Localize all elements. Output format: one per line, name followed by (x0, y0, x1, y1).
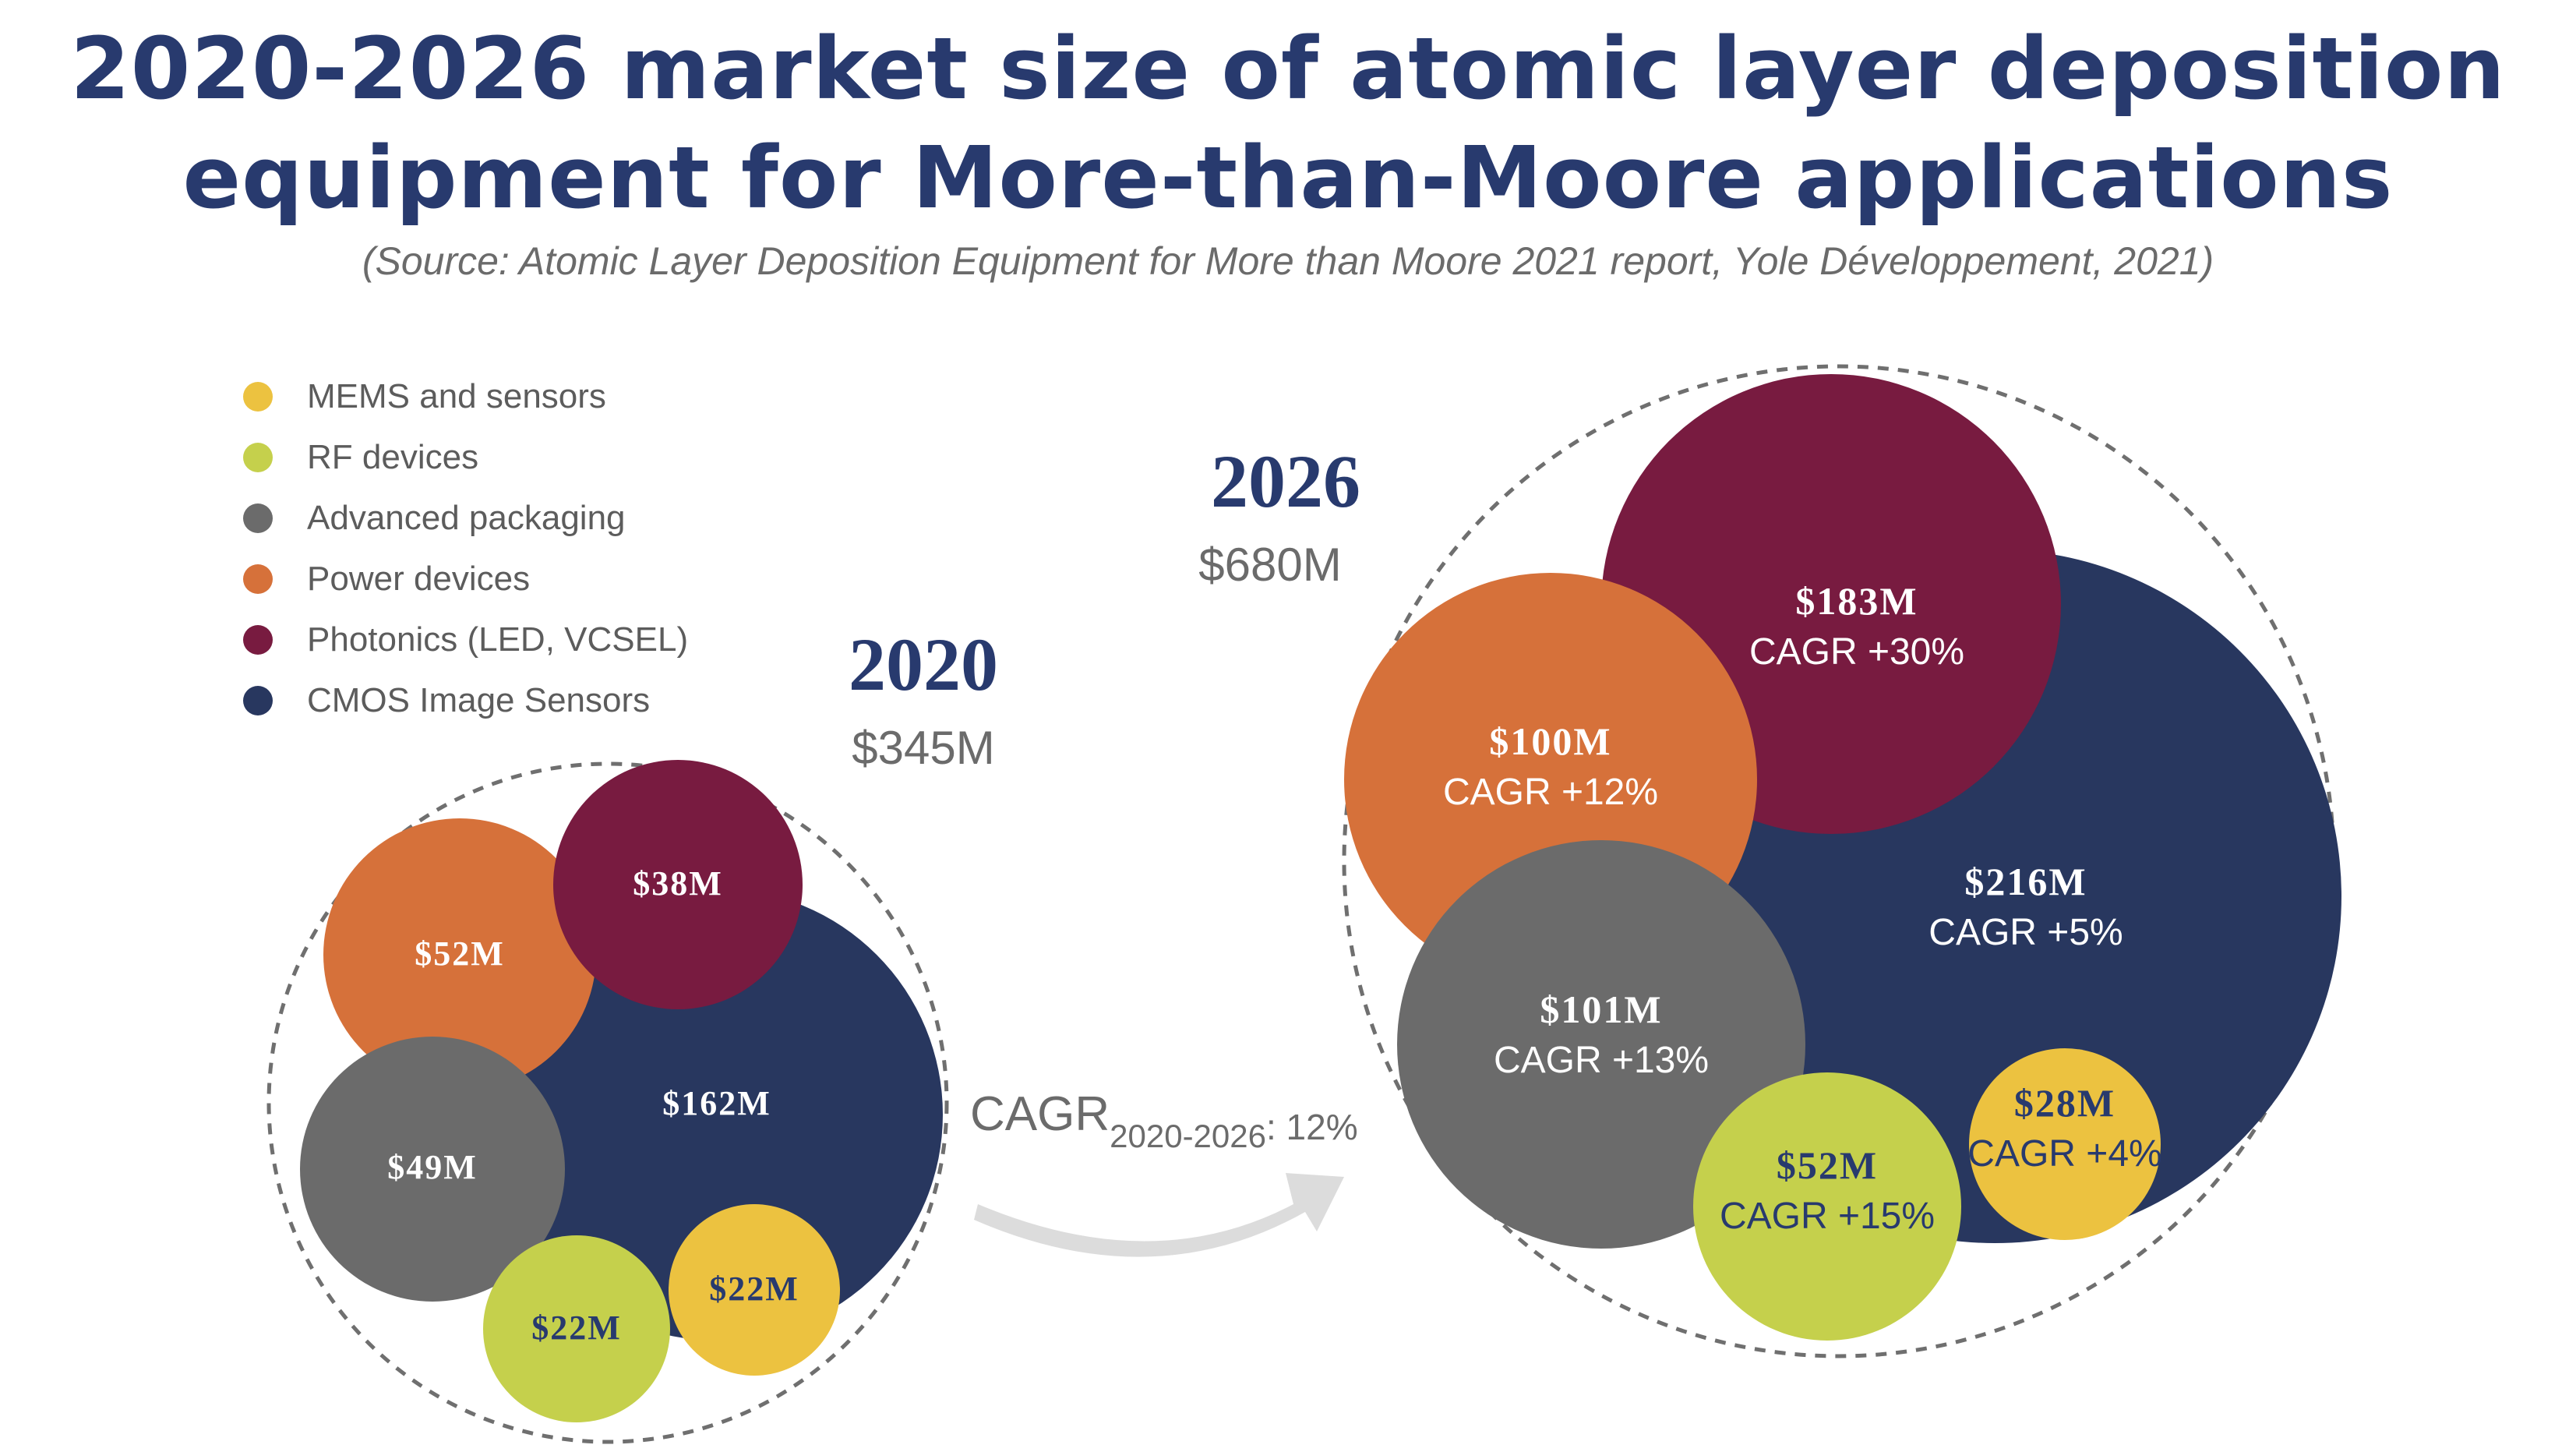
legend-swatch (243, 564, 273, 594)
overall-cagr-value: : 12% (1266, 1107, 1358, 1147)
bubble (1969, 1048, 2161, 1240)
legend-swatch (243, 503, 273, 533)
chart-title-line-2: equipment for More-than-Moore applicatio… (182, 128, 2394, 228)
bubble (1397, 840, 1805, 1249)
bubble-value-label: $216M (1964, 860, 2087, 903)
overall-cagr-period: 2020-2026 (1110, 1118, 1266, 1154)
bubble-value-label: $38M (633, 864, 723, 903)
chart-source: (Source: Atomic Layer Deposition Equipme… (362, 239, 2214, 283)
bubble-value-label: $162M (662, 1084, 771, 1122)
total-label: $345M (852, 722, 994, 774)
bubble-value-label: $49M (387, 1148, 478, 1186)
bubble-value-label: $22M (709, 1270, 799, 1308)
bubble (323, 818, 596, 1091)
bubble-value-label: $183M (1795, 579, 1918, 623)
legend-label: Advanced packaging (307, 499, 626, 537)
chart-title-line-1: 2020-2026 market size of atomic layer de… (70, 19, 2506, 118)
bubble-value-label: $101M (1540, 987, 1662, 1031)
bubble-cagr-label: CAGR +12% (1443, 772, 1658, 813)
legend-label: RF devices (307, 438, 479, 476)
bubble (300, 1037, 565, 1302)
bubble-value-label: $52M (1777, 1143, 1878, 1187)
legend-label: Power devices (307, 560, 531, 598)
bubble-cagr-label: CAGR +30% (1749, 631, 1964, 673)
legend-swatch (243, 625, 273, 655)
bubble-value-label: $22M (531, 1309, 622, 1347)
bubble (669, 1204, 840, 1376)
legend-label: Photonics (LED, VCSEL) (307, 620, 689, 659)
legend-label: CMOS Image Sensors (307, 681, 651, 719)
bubble-cagr-label: CAGR +15% (1720, 1196, 1935, 1237)
legend-item: MEMS and sensors (243, 366, 688, 427)
legend-label: MEMS and sensors (307, 377, 606, 415)
legend-item: Photonics (LED, VCSEL) (243, 609, 688, 670)
legend-swatch (243, 443, 273, 472)
group-outline-2020 (266, 761, 949, 1444)
bubble-value-label: $100M (1489, 719, 1611, 763)
legend-swatch (243, 686, 273, 715)
legend-swatch (243, 382, 273, 412)
bubble (483, 1235, 670, 1422)
legend: MEMS and sensors RF devices Advanced packa… (243, 366, 688, 731)
bubble (491, 889, 943, 1341)
bubble-value-label: $28M (2014, 1081, 2115, 1125)
legend-item: Advanced packaging (243, 488, 688, 549)
bubble (553, 760, 803, 1009)
bubble-cagr-label: CAGR +5% (1928, 912, 2123, 953)
bubble-cagr-label: CAGR +13% (1494, 1040, 1709, 1081)
legend-item: RF devices (243, 427, 688, 488)
bubble-cagr-label: CAGR +4% (1967, 1133, 2161, 1175)
bubble (1693, 1072, 1961, 1341)
overall-cagr-prefix: CAGR (970, 1087, 1110, 1141)
year-label: 2020 (849, 623, 998, 706)
bubble-value-label: $52M (415, 934, 505, 973)
total-label: $680M (1198, 539, 1341, 591)
year-label: 2026 (1211, 440, 1360, 523)
growth-arrow (974, 1173, 1344, 1257)
legend-item: CMOS Image Sensors (243, 670, 688, 731)
legend-item: Power devices (243, 549, 688, 609)
overall-cagr-label: CAGR2020-2026: 12% (970, 1087, 1358, 1154)
